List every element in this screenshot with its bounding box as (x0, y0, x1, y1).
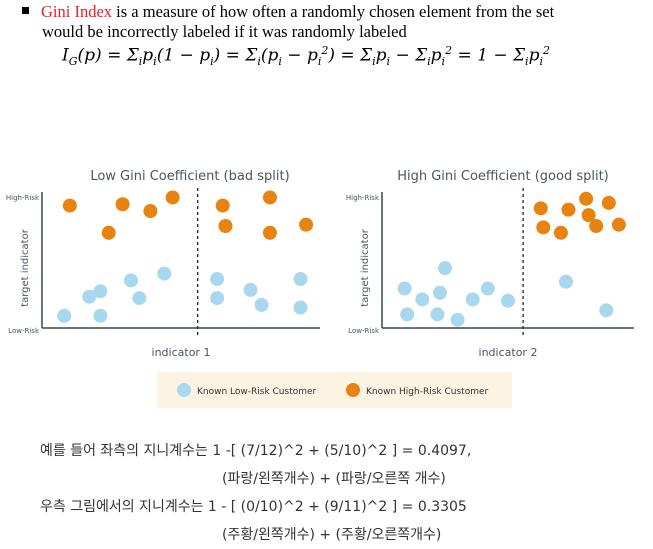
low-risk-point (438, 261, 452, 276)
note-line-3: 우측 그림에서의 지니계수는 1 - [ (0/10)^2 + (9/11)^2… (40, 499, 467, 515)
high-risk-point (581, 208, 596, 223)
low-risk-point (480, 281, 495, 296)
gini-index-term: Gini Index (41, 2, 113, 21)
high-risk-point (533, 201, 548, 216)
x-axis-label: indicator 2 (479, 346, 538, 359)
intro-text-line2: would be incorrectly labeled if it was r… (42, 22, 407, 41)
y-tick-low: Low-Risk (8, 327, 40, 335)
low-risk-point (123, 273, 138, 288)
low-risk-point (293, 300, 308, 315)
high-risk-point (579, 191, 594, 206)
y-axis-label: target indicator (360, 228, 371, 306)
high-risk-point (262, 225, 277, 240)
low-risk-point (415, 292, 430, 307)
legend-low-label: Known Low-Risk Customer (197, 387, 317, 397)
high-risk-point (536, 220, 551, 235)
intro-text-line1: is a measure of how often a randomly cho… (112, 2, 555, 21)
low-risk-point (82, 289, 97, 304)
high-risk-point (262, 190, 277, 205)
chart-legend: Known Low-Risk Customer Known High-Risk C… (157, 372, 512, 408)
low-risk-point (210, 291, 225, 306)
high-risk-point (561, 202, 576, 217)
low-risk-point (599, 303, 614, 318)
low-risk-point (132, 291, 147, 306)
low-risk-point (450, 312, 465, 327)
low-risk-point (430, 307, 445, 322)
high-risk-point (601, 195, 616, 210)
y-tick-high: High-Risk (6, 194, 40, 202)
low-risk-point (254, 297, 269, 312)
high-risk-point (299, 217, 314, 232)
chart-high-gini: High Gini Coefficient (good split) High-R… (346, 169, 634, 359)
high-risk-point (215, 198, 230, 213)
low-risk-point (93, 284, 108, 299)
chart-title: Low Gini Coefficient (bad split) (90, 169, 289, 184)
low-risk-point (400, 307, 415, 322)
chart-title: High Gini Coefficient (good split) (397, 169, 609, 184)
y-tick-high: High-Risk (346, 194, 380, 202)
low-risk-point (243, 282, 258, 297)
high-risk-point (589, 219, 604, 233)
high-risk-point (553, 225, 568, 240)
low-risk-point (397, 281, 412, 296)
high-risk-point (143, 204, 158, 219)
note-line-1: 예를 들어 좌측의 지니계수는 1 -[ (7/12)^2 + (5/10)^2… (40, 443, 472, 459)
y-tick-low: Low-Risk (348, 327, 380, 335)
high-risk-point (165, 190, 180, 205)
legend-high-marker (346, 383, 360, 397)
gini-charts-figure: Low Gini Coefficient (bad split) High-Ris… (6, 169, 634, 408)
y-axis-label: target indicator (20, 228, 31, 306)
note-line-4: (주황/왼쪽개수) + (주황/오른쪽개수) (222, 527, 442, 543)
low-risk-point (293, 272, 308, 287)
note-line-2: (파랑/왼쪽개수) + (파랑/오른쪽 개수) (222, 471, 446, 487)
high-risk-point (218, 219, 233, 233)
low-risk-point (93, 308, 108, 323)
high-risk-point (611, 217, 626, 232)
chart-low-gini: Low Gini Coefficient (bad split) High-Ris… (6, 169, 320, 359)
high-risk-point (101, 225, 116, 240)
low-risk-point (501, 293, 515, 308)
low-risk-point (558, 274, 573, 289)
bullet-icon (22, 7, 29, 14)
legend-low-marker (177, 383, 191, 397)
intro-line: Gini Index is a measure of how often a r… (22, 2, 642, 22)
high-risk-point (115, 197, 130, 212)
gini-formula: IG(p) = Σipi(1 − pi) = Σi(pi − pi2) = Σi… (62, 44, 550, 69)
low-risk-point (157, 266, 172, 281)
low-risk-point (210, 272, 225, 287)
high-risk-point (62, 198, 77, 213)
low-risk-point (57, 308, 72, 323)
legend-box (157, 372, 512, 408)
legend-high-label: Known High-Risk Customer (366, 387, 489, 397)
x-axis-label: indicator 1 (152, 346, 211, 359)
low-risk-point (432, 285, 447, 300)
low-risk-point (465, 292, 480, 307)
